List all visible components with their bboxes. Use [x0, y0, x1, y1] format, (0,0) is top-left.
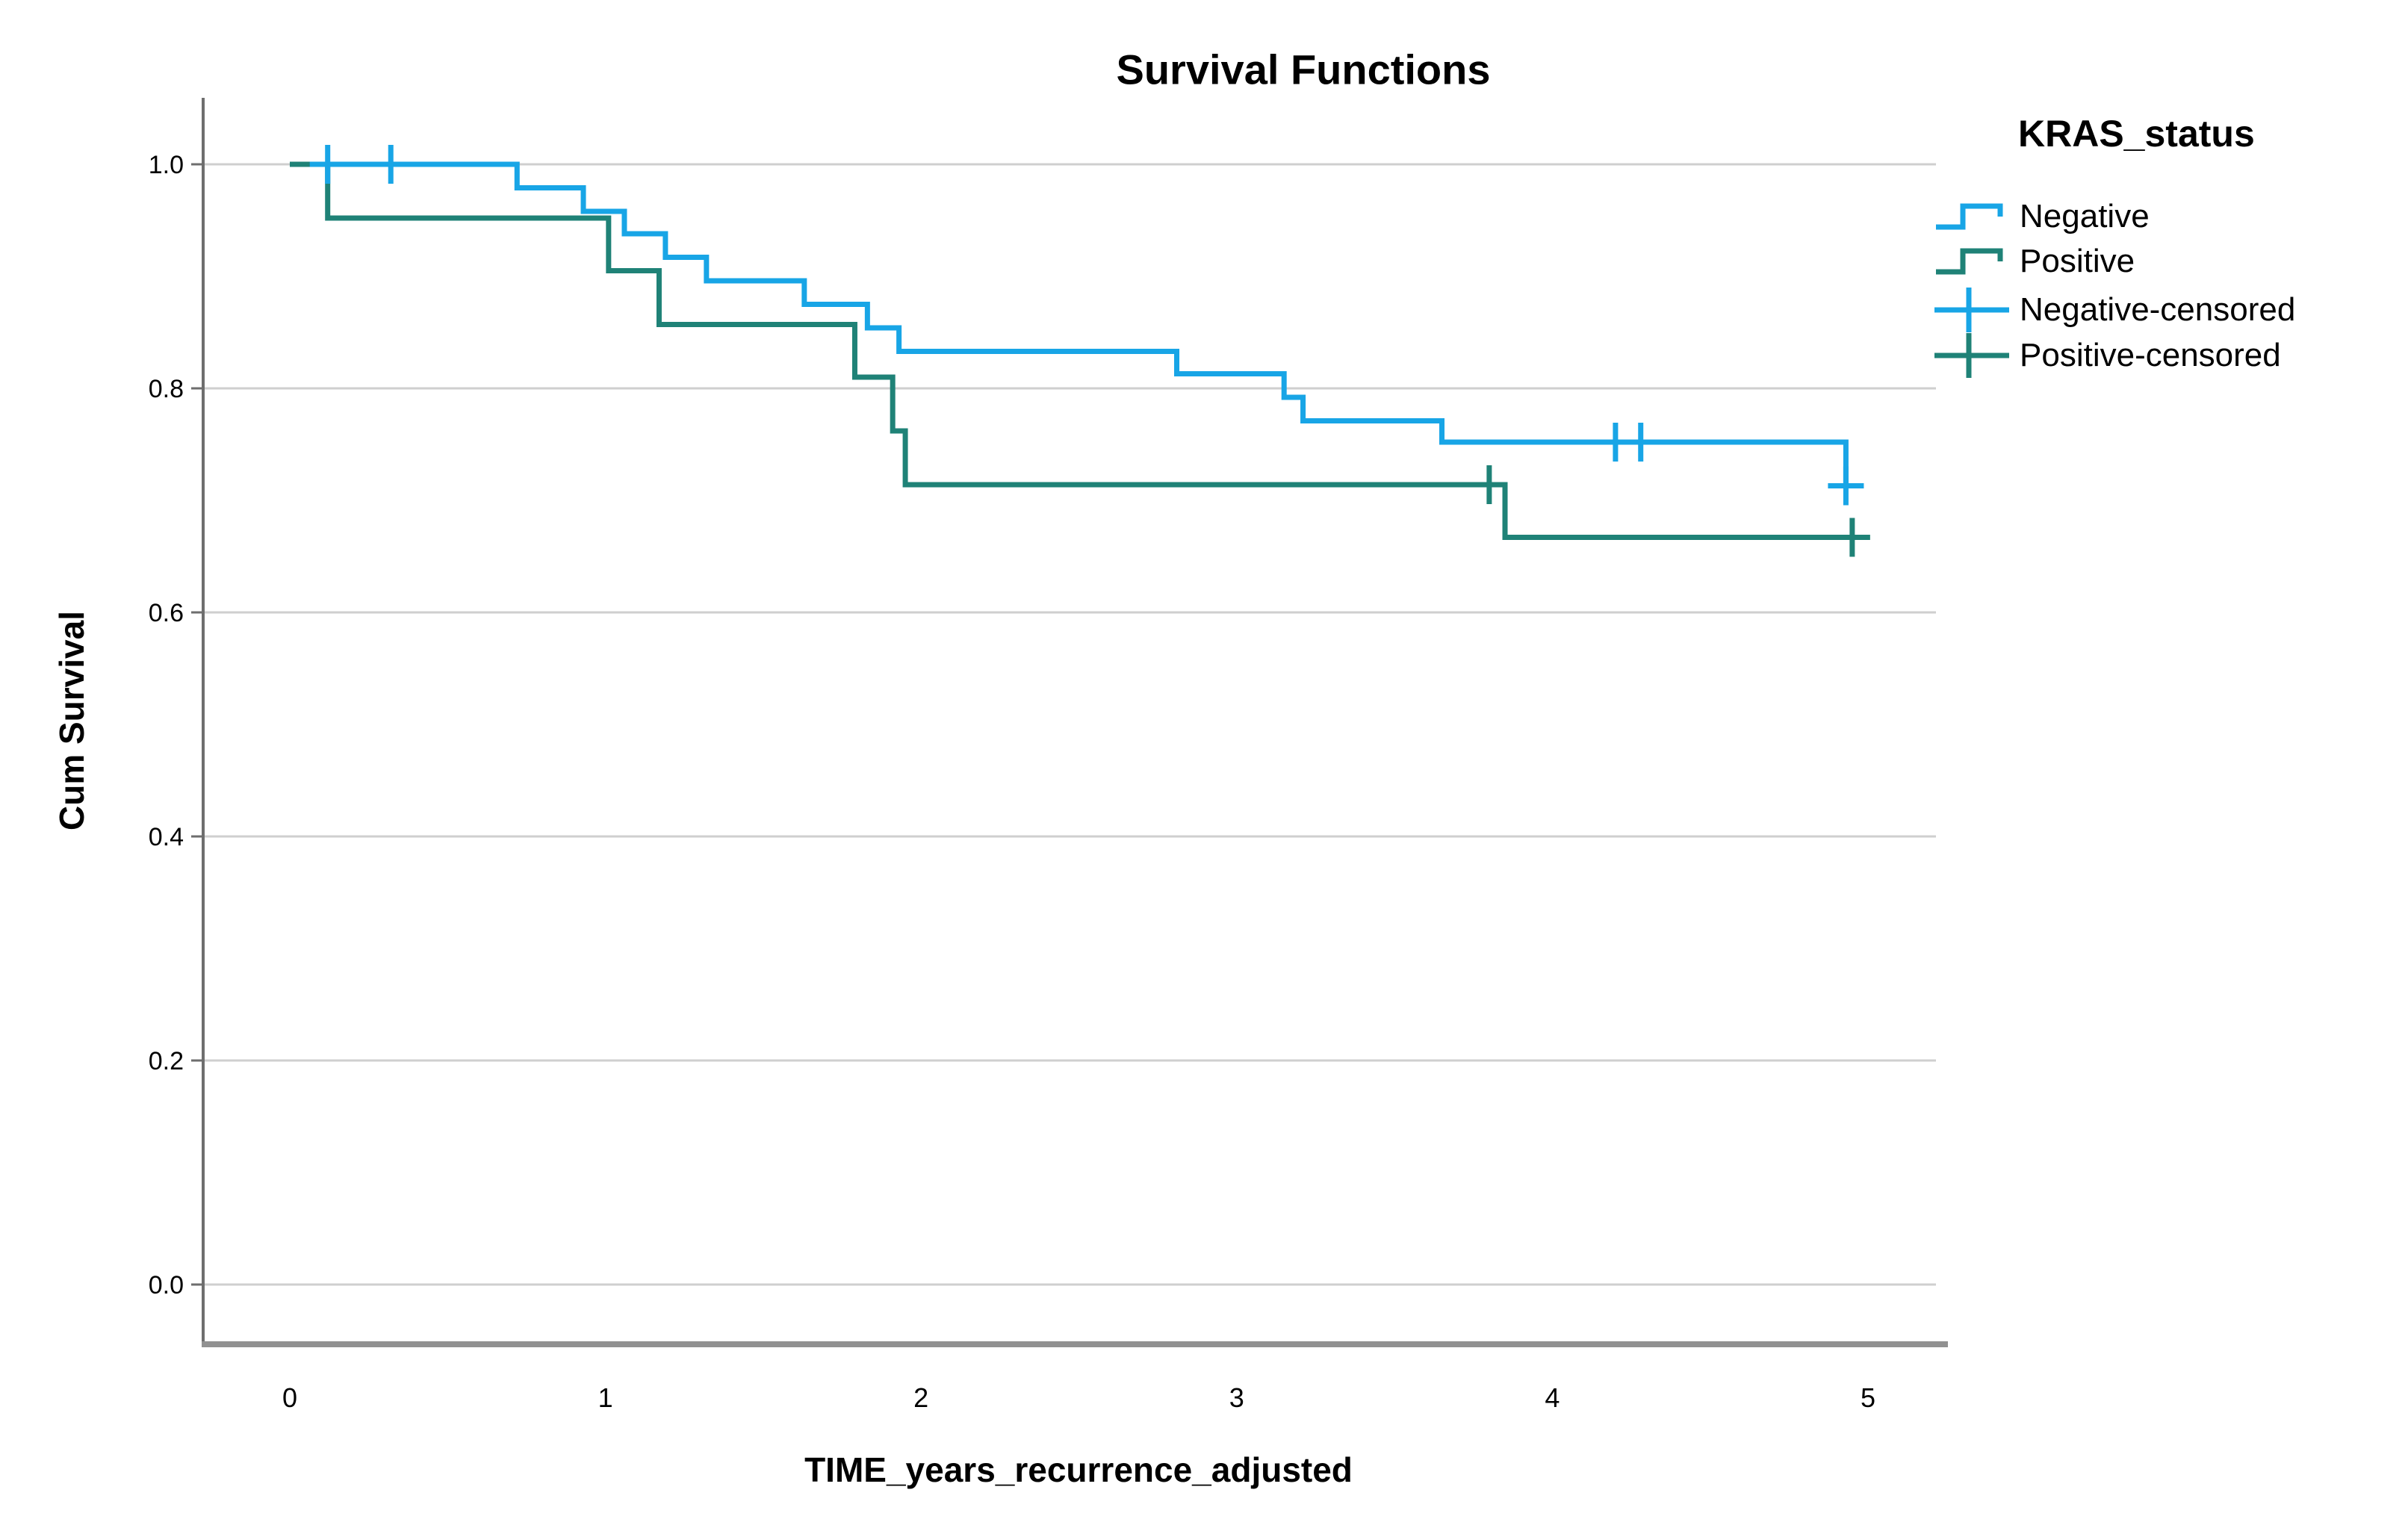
x-tick-label: 3	[1229, 1382, 1244, 1413]
y-tick-label: 0.6	[149, 599, 184, 627]
y-tick-label: 0.0	[149, 1271, 184, 1299]
chart-title: Survival Functions	[1116, 46, 1491, 93]
x-tick-label: 2	[913, 1382, 928, 1413]
legend-item-negative: Negative	[1934, 193, 2150, 240]
positive-censored-plus-icon	[1934, 333, 2009, 378]
y-tick-label: 1.0	[149, 151, 184, 179]
y-tick-label: 0.8	[149, 375, 184, 403]
legend-label: Positive	[2020, 243, 2135, 279]
legend-title: KRAS_status	[2018, 113, 2255, 155]
legend-label: Positive-censored	[2020, 337, 2281, 373]
censored-mark-negative	[309, 145, 346, 184]
x-axis-title: TIME_years_recurrence_adjusted	[804, 1450, 1353, 1489]
censored-mark-negative	[1622, 423, 1659, 462]
censored-mark-positive	[1834, 518, 1870, 557]
legend-item-positive-censored: Positive-censored	[1934, 332, 2281, 379]
y-tick-label: 0.2	[149, 1047, 184, 1075]
x-tick-label: 5	[1861, 1382, 1875, 1413]
legend-item-positive: Positive	[1934, 237, 2135, 285]
censored-mark-negative	[1828, 466, 1864, 506]
positive-step-icon	[1936, 248, 2003, 275]
legend-label: Negative-censored	[2020, 291, 2296, 328]
legend-item-negative-censored: Negative-censored	[1934, 286, 2295, 334]
censored-mark-positive	[1471, 465, 1507, 504]
x-tick-label: 1	[598, 1382, 613, 1413]
km-curve-positive	[290, 161, 1862, 540]
x-tick-label: 4	[1545, 1382, 1560, 1413]
y-tick-label: 0.4	[149, 823, 184, 851]
negative-censored-plus-icon	[1934, 288, 2009, 332]
censored-mark-negative	[373, 145, 409, 184]
legend-label: Negative	[2020, 198, 2150, 235]
km-curve-negative	[290, 161, 1856, 488]
negative-step-icon	[1936, 203, 2003, 230]
x-tick-label: 0	[282, 1382, 297, 1413]
